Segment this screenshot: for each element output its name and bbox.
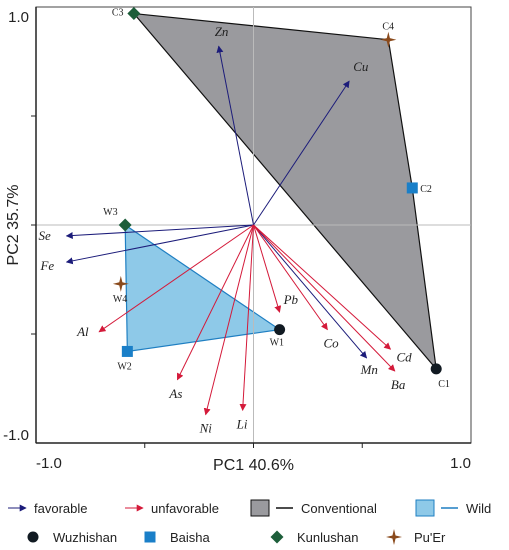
loading-arrow-cu (253, 80, 350, 226)
score-label-w2: W2 (117, 361, 131, 372)
score-point-c4 (380, 31, 397, 48)
loading-arrow-zn (216, 45, 254, 226)
legend-label-conventional: Conventional (301, 501, 377, 516)
score-label-w1: W1 (270, 338, 284, 349)
loading-arrow-se (65, 224, 254, 240)
x-tick-label-max: 1.0 (450, 455, 471, 472)
legend-label-favorable: favorable (34, 501, 87, 516)
score-label-w4: W4 (113, 294, 127, 305)
loading-label-as: As (168, 386, 182, 401)
tick-layer (31, 115, 363, 448)
score-point-w2 (121, 345, 133, 357)
legend-marker-square (144, 531, 156, 543)
score-label-w3: W3 (103, 207, 117, 218)
score-label-c2: C2 (420, 184, 432, 195)
loading-label-cd: Cd (397, 349, 413, 364)
loading-arrow-co (253, 224, 328, 331)
loading-arrow-mn (253, 224, 368, 359)
legend-label-unfavorable: unfavorable (151, 501, 219, 516)
score-point-w3 (118, 218, 132, 232)
hull-layer (124, 12, 438, 371)
score-point-w4 (112, 275, 129, 292)
loading-label-ni: Ni (199, 421, 213, 436)
loading-arrow-ni (203, 224, 254, 416)
legend-label-site-2: Kunlushan (297, 530, 358, 545)
loading-arrow-ba (253, 224, 396, 372)
loading-arrow-cd (253, 224, 392, 350)
loading-label-mn: Mn (360, 362, 378, 377)
legend-swatch-conventional (250, 499, 270, 517)
loading-arrow-pb (253, 224, 282, 313)
loading-vectors: Zn Cu Se Fe Mn Pb Co Cd Ba Al As Ni Li (38, 24, 412, 435)
loading-arrow-al (98, 224, 254, 333)
loading-label-ba: Ba (391, 377, 406, 392)
loading-label-co: Co (323, 336, 339, 351)
score-label-c1: C1 (438, 379, 450, 390)
legend-swatch-wild (415, 499, 435, 517)
score-points: C1 C2 C3 C4 W1 W2 W3 W4 (103, 7, 450, 390)
legend-label-site-0: Wuzhishan (53, 530, 117, 545)
loading-label-fe: Fe (39, 258, 54, 273)
legend-marker-diamond (270, 530, 284, 544)
legend: favorable unfavorable Conventional Wild Wuzh… (8, 499, 491, 545)
loading-label-cu: Cu (353, 59, 369, 74)
loading-label-li: Li (236, 416, 248, 431)
loading-arrow-li (239, 224, 254, 411)
legend-label-site-1: Baisha (170, 530, 211, 545)
score-point-c1 (430, 363, 442, 375)
legend-marker-star (386, 529, 402, 545)
legend-label-wild: Wild (466, 501, 491, 516)
loading-label-pb: Pb (283, 292, 299, 307)
x-tick-label-min: -1.0 (36, 455, 62, 472)
legend-marker-circle (27, 531, 39, 543)
loading-arrow-fe (65, 224, 254, 265)
score-label-c3: C3 (112, 8, 124, 19)
loading-label-al: Al (76, 324, 89, 339)
y-tick-label-max: 1.0 (8, 9, 29, 26)
score-point-c3 (127, 7, 141, 21)
legend-label-site-3: Pu'Er (414, 530, 446, 545)
score-point-c2 (406, 182, 418, 194)
score-label-c4: C4 (382, 22, 394, 33)
loading-label-se: Se (38, 228, 51, 243)
loading-label-zn: Zn (215, 24, 229, 39)
hull-wild (124, 223, 282, 353)
y-tick-label-min: -1.0 (3, 427, 29, 444)
score-point-w1 (274, 324, 286, 336)
y-axis-title: PC2 35.7% (5, 185, 22, 266)
x-axis-title: PC1 40.6% (213, 457, 294, 474)
loading-arrow-as (176, 224, 254, 381)
